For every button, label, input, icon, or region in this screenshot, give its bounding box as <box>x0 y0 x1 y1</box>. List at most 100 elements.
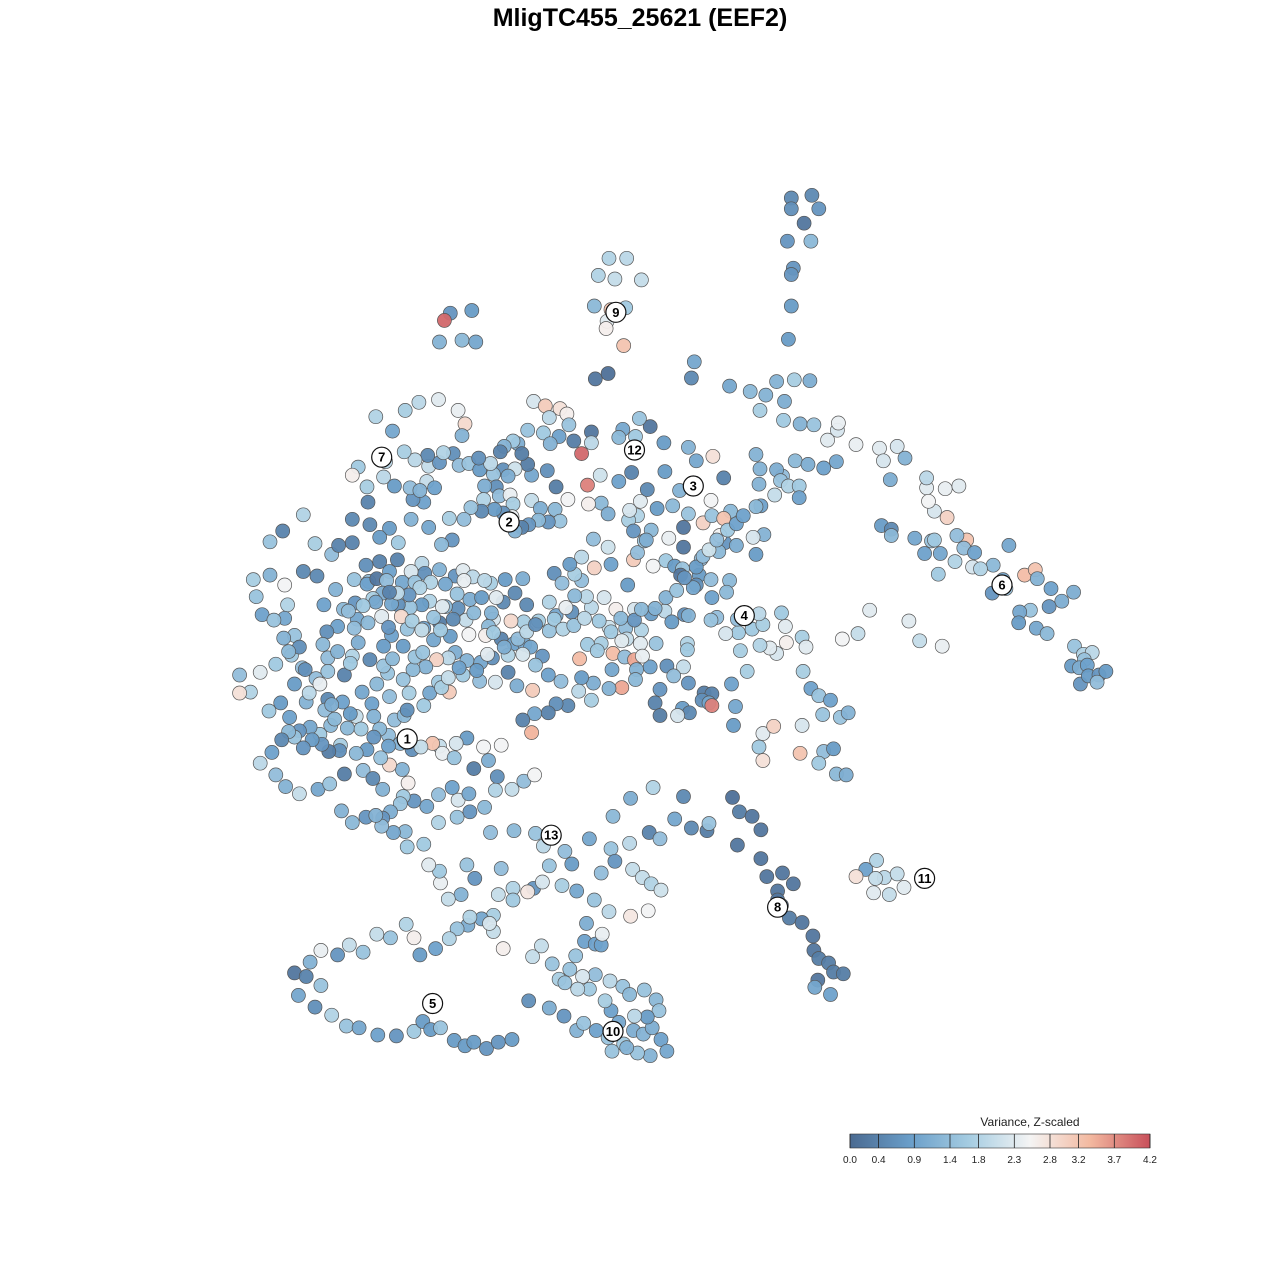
cluster-label-text: 4 <box>741 608 749 623</box>
data-point <box>586 531 601 547</box>
data-point <box>280 597 295 613</box>
data-point <box>652 831 668 847</box>
data-point <box>703 612 719 628</box>
data-point <box>745 529 761 545</box>
data-point <box>348 745 364 761</box>
data-point <box>313 943 329 958</box>
data-point <box>493 861 509 876</box>
data-point <box>792 745 808 761</box>
data-point <box>412 947 428 963</box>
data-point <box>670 708 685 723</box>
data-point <box>1011 615 1027 631</box>
data-point <box>495 941 511 956</box>
data-point <box>456 511 472 527</box>
data-point <box>450 403 466 418</box>
data-point <box>527 767 542 783</box>
data-point <box>735 508 751 524</box>
data-point <box>334 803 349 819</box>
data-point <box>462 909 478 925</box>
data-point <box>504 781 520 797</box>
data-point <box>815 707 831 722</box>
data-point <box>598 321 614 336</box>
data-point <box>622 835 637 851</box>
data-point <box>569 883 585 899</box>
data-point <box>500 468 516 484</box>
data-point <box>535 874 550 890</box>
cluster-label-text: 5 <box>429 996 436 1011</box>
data-point <box>951 478 967 494</box>
data-point <box>739 664 755 679</box>
data-point <box>1089 674 1105 690</box>
data-point <box>368 808 384 823</box>
data-point <box>802 373 818 389</box>
data-point <box>540 705 556 721</box>
data-point <box>889 866 905 882</box>
data-point <box>331 538 346 553</box>
data-point <box>431 787 446 803</box>
data-point <box>647 695 663 711</box>
cluster-label-text: 8 <box>774 900 781 915</box>
data-point <box>645 558 661 574</box>
data-point <box>724 676 739 692</box>
data-point <box>302 954 318 970</box>
data-point <box>480 646 495 662</box>
data-point <box>358 557 374 573</box>
legend-title: Variance, Z-scaled <box>980 1115 1079 1129</box>
data-point <box>850 626 866 641</box>
cluster-label: 13 <box>540 824 562 846</box>
data-point <box>883 528 899 543</box>
data-point <box>625 862 640 877</box>
data-point <box>496 639 512 655</box>
cluster-label-text: 9 <box>612 305 619 320</box>
data-point <box>632 411 647 426</box>
cluster-label-marker <box>396 728 418 750</box>
data-point <box>456 573 472 588</box>
data-point <box>732 804 747 820</box>
cluster-label: 11 <box>913 867 936 890</box>
data-point <box>454 428 470 443</box>
data-point <box>461 786 477 802</box>
data-point <box>434 537 449 552</box>
cluster-label-marker <box>682 475 704 497</box>
data-point <box>652 682 668 697</box>
data-point <box>792 416 808 432</box>
data-point <box>876 453 891 469</box>
data-point <box>635 648 650 664</box>
cluster-label-marker <box>371 446 393 468</box>
data-point <box>392 796 408 812</box>
data-point <box>1029 571 1045 587</box>
cluster-label-marker <box>623 439 646 461</box>
data-point <box>718 626 734 641</box>
data-point <box>309 568 325 584</box>
data-point <box>917 546 932 561</box>
data-point <box>577 610 592 626</box>
data-point <box>726 718 741 733</box>
data-point <box>604 662 620 677</box>
data-point <box>947 554 963 569</box>
data-point <box>509 678 525 694</box>
data-point <box>597 993 613 1009</box>
data-point <box>322 776 338 792</box>
data-point <box>748 447 764 462</box>
legend-color-bar <box>849 1133 1151 1149</box>
data-point <box>553 673 569 689</box>
data-point <box>337 667 352 683</box>
data-point <box>744 808 760 824</box>
data-point <box>493 737 509 753</box>
data-point <box>647 601 663 616</box>
data-point <box>344 535 360 551</box>
data-point <box>401 685 417 701</box>
data-point <box>805 928 821 944</box>
data-point <box>525 682 540 698</box>
data-point <box>264 745 280 760</box>
data-point <box>521 993 537 1009</box>
data-point <box>614 633 630 649</box>
data-point <box>500 664 516 680</box>
data-point <box>506 823 522 839</box>
data-point <box>820 432 835 448</box>
data-point <box>1039 626 1055 641</box>
data-point <box>399 839 415 855</box>
data-point <box>414 622 430 638</box>
data-point <box>703 493 719 508</box>
data-point <box>479 1041 494 1056</box>
